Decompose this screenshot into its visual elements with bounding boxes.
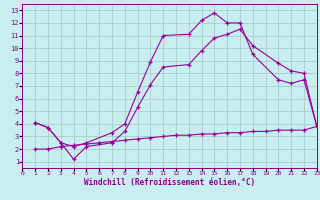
X-axis label: Windchill (Refroidissement éolien,°C): Windchill (Refroidissement éolien,°C) [84,178,255,187]
